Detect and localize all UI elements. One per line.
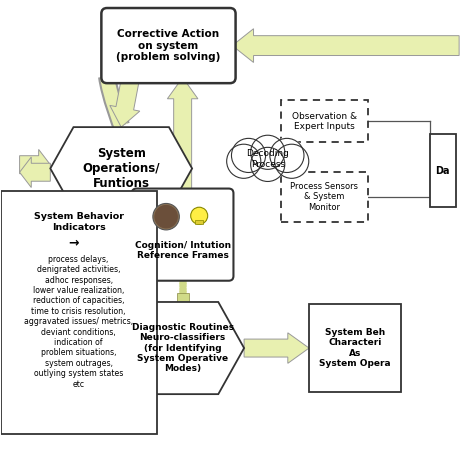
Polygon shape <box>110 76 140 127</box>
Circle shape <box>155 205 178 228</box>
Bar <box>195 219 203 224</box>
FancyBboxPatch shape <box>281 100 368 143</box>
FancyBboxPatch shape <box>309 304 401 392</box>
Circle shape <box>250 146 286 182</box>
Text: Da: Da <box>435 166 450 176</box>
FancyBboxPatch shape <box>132 189 234 281</box>
Circle shape <box>250 134 286 170</box>
Text: System
Operations/
Funtions: System Operations/ Funtions <box>82 147 160 190</box>
Text: System Beh
Characteri
As
System Opera: System Beh Characteri As System Opera <box>319 328 391 368</box>
Polygon shape <box>244 333 309 364</box>
Circle shape <box>191 207 208 224</box>
Circle shape <box>226 143 262 179</box>
Text: Decoding
Process: Decoding Process <box>246 149 289 169</box>
Polygon shape <box>167 77 198 193</box>
Circle shape <box>274 143 310 179</box>
Polygon shape <box>170 272 195 276</box>
Polygon shape <box>19 157 50 188</box>
Polygon shape <box>19 149 50 180</box>
Polygon shape <box>232 29 459 63</box>
Polygon shape <box>121 302 244 394</box>
FancyBboxPatch shape <box>0 191 156 434</box>
Circle shape <box>153 203 179 230</box>
Circle shape <box>269 137 305 173</box>
FancyBboxPatch shape <box>101 8 236 83</box>
Text: Cognition/ Intution
Reference Frames: Cognition/ Intution Reference Frames <box>135 210 231 260</box>
Circle shape <box>251 142 285 176</box>
Polygon shape <box>79 184 125 218</box>
Text: Diagnostic Routines
Neuro-classifiers
(for Identifying
System Operative
Modes): Diagnostic Routines Neuro-classifiers (f… <box>132 323 234 374</box>
Text: System Behavior
Indicators: System Behavior Indicators <box>34 212 124 232</box>
Text: Observation &
Expert Inputs: Observation & Expert Inputs <box>292 111 357 131</box>
FancyBboxPatch shape <box>429 134 456 208</box>
Circle shape <box>231 137 266 173</box>
Text: Process Sensors
& System
Monitor: Process Sensors & System Monitor <box>291 182 358 212</box>
FancyBboxPatch shape <box>281 172 368 222</box>
FancyBboxPatch shape <box>176 293 189 302</box>
Polygon shape <box>121 333 156 364</box>
Text: process delays,
denigrated activities,
adhoc responses,
lower value realization,: process delays, denigrated activities, a… <box>24 255 133 389</box>
Text: Corrective Action
on system
(problem solving): Corrective Action on system (problem sol… <box>116 29 221 62</box>
Polygon shape <box>50 127 192 210</box>
Text: →: → <box>69 237 79 249</box>
